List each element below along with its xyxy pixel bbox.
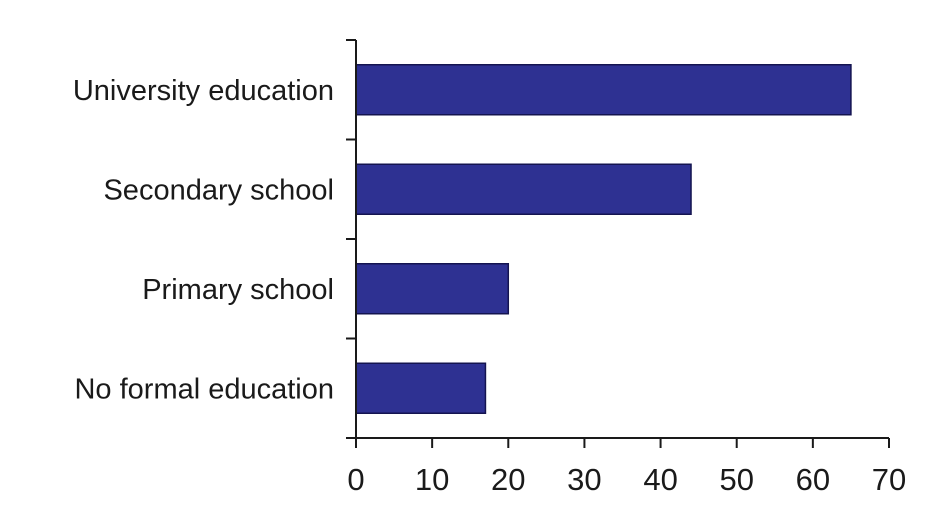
bar-no-formal-education — [355, 362, 487, 414]
labels-layer: University education Secondary school Prim… — [73, 75, 906, 497]
x-tick-label: 40 — [643, 462, 677, 497]
category-label: Secondary school — [103, 174, 334, 206]
bar-primary-school — [355, 263, 510, 315]
x-tick-label: 30 — [567, 462, 601, 497]
x-tick-label: 10 — [415, 462, 449, 497]
bar-university-education — [355, 64, 852, 116]
bars-layer — [355, 64, 852, 414]
x-tick-label: 50 — [719, 462, 753, 497]
ticks-layer — [346, 39, 890, 448]
category-label: Primary school — [142, 274, 334, 306]
x-tick-label: 60 — [796, 462, 830, 497]
category-label: No formal education — [74, 373, 334, 405]
bar-secondary-school — [355, 163, 692, 215]
x-tick-label: 70 — [872, 462, 906, 497]
x-tick-label: 20 — [491, 462, 525, 497]
x-tick-label: 0 — [347, 462, 364, 497]
category-label: University education — [73, 75, 334, 107]
